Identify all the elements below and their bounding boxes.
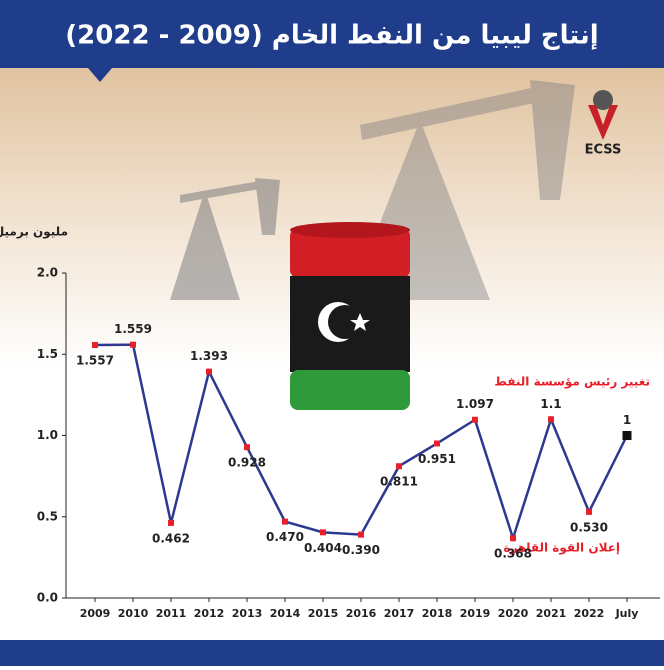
y-tick-label: 1.0 [37, 428, 58, 442]
marker [358, 532, 364, 538]
marker [434, 440, 440, 446]
x-tick-label: 2020 [498, 607, 529, 620]
value-label: 0.404 [304, 541, 342, 555]
value-label: 0.390 [342, 543, 380, 557]
x-tick-label: 2021 [536, 607, 567, 620]
value-label: 1.557 [76, 353, 114, 367]
x-tick-label: 2015 [308, 607, 339, 620]
x-tick-label: 2016 [346, 607, 377, 620]
y-tick-label: 2.0 [37, 266, 58, 280]
x-tick-label: July [615, 607, 639, 620]
x-tick-label: 2014 [270, 607, 301, 620]
y-axis-label: مليون برميل يوميـــًا [0, 225, 68, 240]
marker [206, 369, 212, 375]
value-label: 1.559 [114, 322, 152, 336]
value-label: 0.530 [570, 520, 608, 534]
barrel [290, 222, 410, 410]
value-label: 0.951 [418, 452, 456, 466]
marker [130, 342, 136, 348]
x-tick-label: 2013 [232, 607, 263, 620]
marker [548, 416, 554, 422]
marker [396, 463, 402, 469]
y-tick-label: 1.5 [37, 347, 58, 361]
marker [472, 417, 478, 423]
value-label: 0.928 [228, 456, 266, 470]
marker [623, 431, 632, 440]
marker [320, 529, 326, 535]
logo-text: ECSS [585, 143, 622, 158]
value-label: 1 [623, 413, 631, 427]
x-tick-label: 2012 [194, 607, 225, 620]
x-tick-label: 2022 [574, 607, 605, 620]
marker [282, 519, 288, 525]
chart-title: إنتاج ليبيا من النفط الخام (2009 - 2022) [65, 21, 598, 51]
footer-bar [0, 640, 664, 666]
x-tick-label: 2019 [460, 607, 491, 620]
marker [92, 342, 98, 348]
x-tick-label: 2009 [80, 607, 111, 620]
marker [510, 535, 516, 541]
x-tick-label: 2018 [422, 607, 453, 620]
value-label: 0.811 [380, 475, 418, 489]
infographic: إنتاج ليبيا من النفط الخام (2009 - 2022)… [0, 0, 664, 666]
y-tick-label: 0.5 [37, 509, 58, 523]
x-tick-label: 2017 [384, 607, 415, 620]
value-label: 0.470 [266, 530, 304, 544]
marker [586, 509, 592, 515]
value-label: 1.1 [540, 397, 561, 411]
x-tick-label: 2011 [156, 607, 187, 620]
annotation: تغيير رئيس مؤسسة النفط [494, 375, 650, 390]
value-label: 0.368 [494, 547, 532, 561]
x-tick-label: 2010 [118, 607, 149, 620]
value-label: 0.462 [152, 531, 190, 545]
marker [168, 520, 174, 526]
y-tick-label: 0.0 [37, 591, 58, 605]
value-label: 1.393 [190, 349, 228, 363]
marker [244, 444, 250, 450]
value-label: 1.097 [456, 397, 494, 411]
